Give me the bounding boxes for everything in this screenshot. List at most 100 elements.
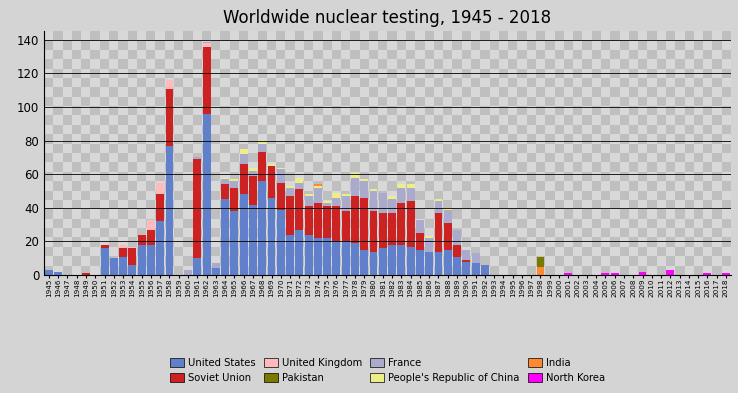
Bar (435, 213, 442, 252)
Bar (425, 237, 433, 238)
Bar (360, 181, 368, 198)
Bar (212, 263, 220, 268)
Bar (388, 196, 396, 200)
Bar (193, 158, 201, 159)
Bar (193, 258, 201, 275)
Bar (230, 211, 238, 275)
Bar (453, 230, 461, 245)
Bar (360, 179, 368, 181)
Bar (100, 245, 108, 248)
Bar (453, 245, 461, 257)
Bar (156, 221, 164, 275)
Bar (333, 198, 340, 206)
Bar (110, 258, 118, 275)
Bar (119, 248, 127, 257)
Bar (277, 167, 285, 169)
Bar (240, 195, 248, 275)
Bar (360, 250, 368, 275)
Bar (268, 198, 275, 275)
Bar (472, 263, 480, 275)
Bar (388, 200, 396, 213)
Bar (342, 241, 350, 275)
Bar (703, 274, 711, 275)
Bar (407, 201, 415, 246)
Bar (342, 196, 350, 211)
Bar (165, 88, 173, 146)
Title: Worldwide nuclear testing, 1945 - 2018: Worldwide nuclear testing, 1945 - 2018 (224, 9, 551, 27)
Bar (398, 203, 405, 245)
Bar (323, 206, 331, 238)
Bar (305, 235, 313, 275)
Bar (398, 188, 405, 203)
Bar (379, 193, 387, 213)
Bar (407, 246, 415, 275)
Bar (370, 252, 377, 275)
Bar (342, 195, 350, 196)
Bar (323, 203, 331, 206)
Bar (351, 173, 359, 178)
Bar (203, 42, 210, 43)
Bar (453, 257, 461, 275)
Bar (119, 257, 127, 275)
Bar (249, 171, 257, 176)
Bar (249, 176, 257, 204)
Bar (138, 235, 145, 245)
Bar (203, 46, 210, 114)
Bar (286, 188, 294, 196)
Bar (462, 250, 470, 260)
Bar (212, 268, 220, 275)
Bar (286, 186, 294, 188)
Bar (221, 200, 229, 275)
Bar (305, 195, 313, 196)
Bar (305, 196, 313, 206)
Bar (435, 201, 442, 213)
Bar (156, 195, 164, 221)
Bar (398, 184, 405, 188)
Bar (230, 181, 238, 188)
Bar (342, 211, 350, 241)
Bar (128, 265, 137, 275)
Bar (258, 142, 266, 144)
Bar (333, 206, 340, 241)
Bar (221, 179, 229, 184)
Bar (286, 235, 294, 275)
Bar (184, 270, 192, 275)
Bar (138, 245, 145, 275)
Bar (462, 260, 470, 262)
Bar (305, 206, 313, 235)
Bar (55, 272, 62, 275)
Bar (128, 246, 137, 248)
Bar (425, 238, 433, 252)
Bar (100, 248, 108, 275)
Bar (537, 257, 545, 267)
Bar (128, 248, 137, 265)
Bar (323, 238, 331, 275)
Bar (156, 183, 164, 195)
Bar (444, 208, 452, 209)
Bar (370, 211, 377, 252)
Bar (314, 184, 322, 186)
Bar (249, 204, 257, 275)
Bar (314, 186, 322, 188)
Bar (147, 230, 155, 245)
Bar (82, 274, 90, 275)
Bar (295, 230, 303, 275)
Bar (398, 245, 405, 275)
Bar (379, 248, 387, 275)
Bar (203, 43, 210, 46)
Bar (277, 169, 285, 183)
Bar (407, 184, 415, 188)
Bar (638, 272, 646, 275)
Bar (462, 262, 470, 275)
Bar (360, 198, 368, 250)
Bar (537, 267, 545, 275)
Bar (416, 233, 424, 250)
Bar (249, 167, 257, 171)
Bar (601, 274, 610, 275)
Bar (221, 184, 229, 200)
Bar (165, 146, 173, 275)
Bar (295, 183, 303, 189)
Bar (203, 114, 210, 275)
Bar (147, 220, 155, 230)
Bar (268, 166, 275, 198)
